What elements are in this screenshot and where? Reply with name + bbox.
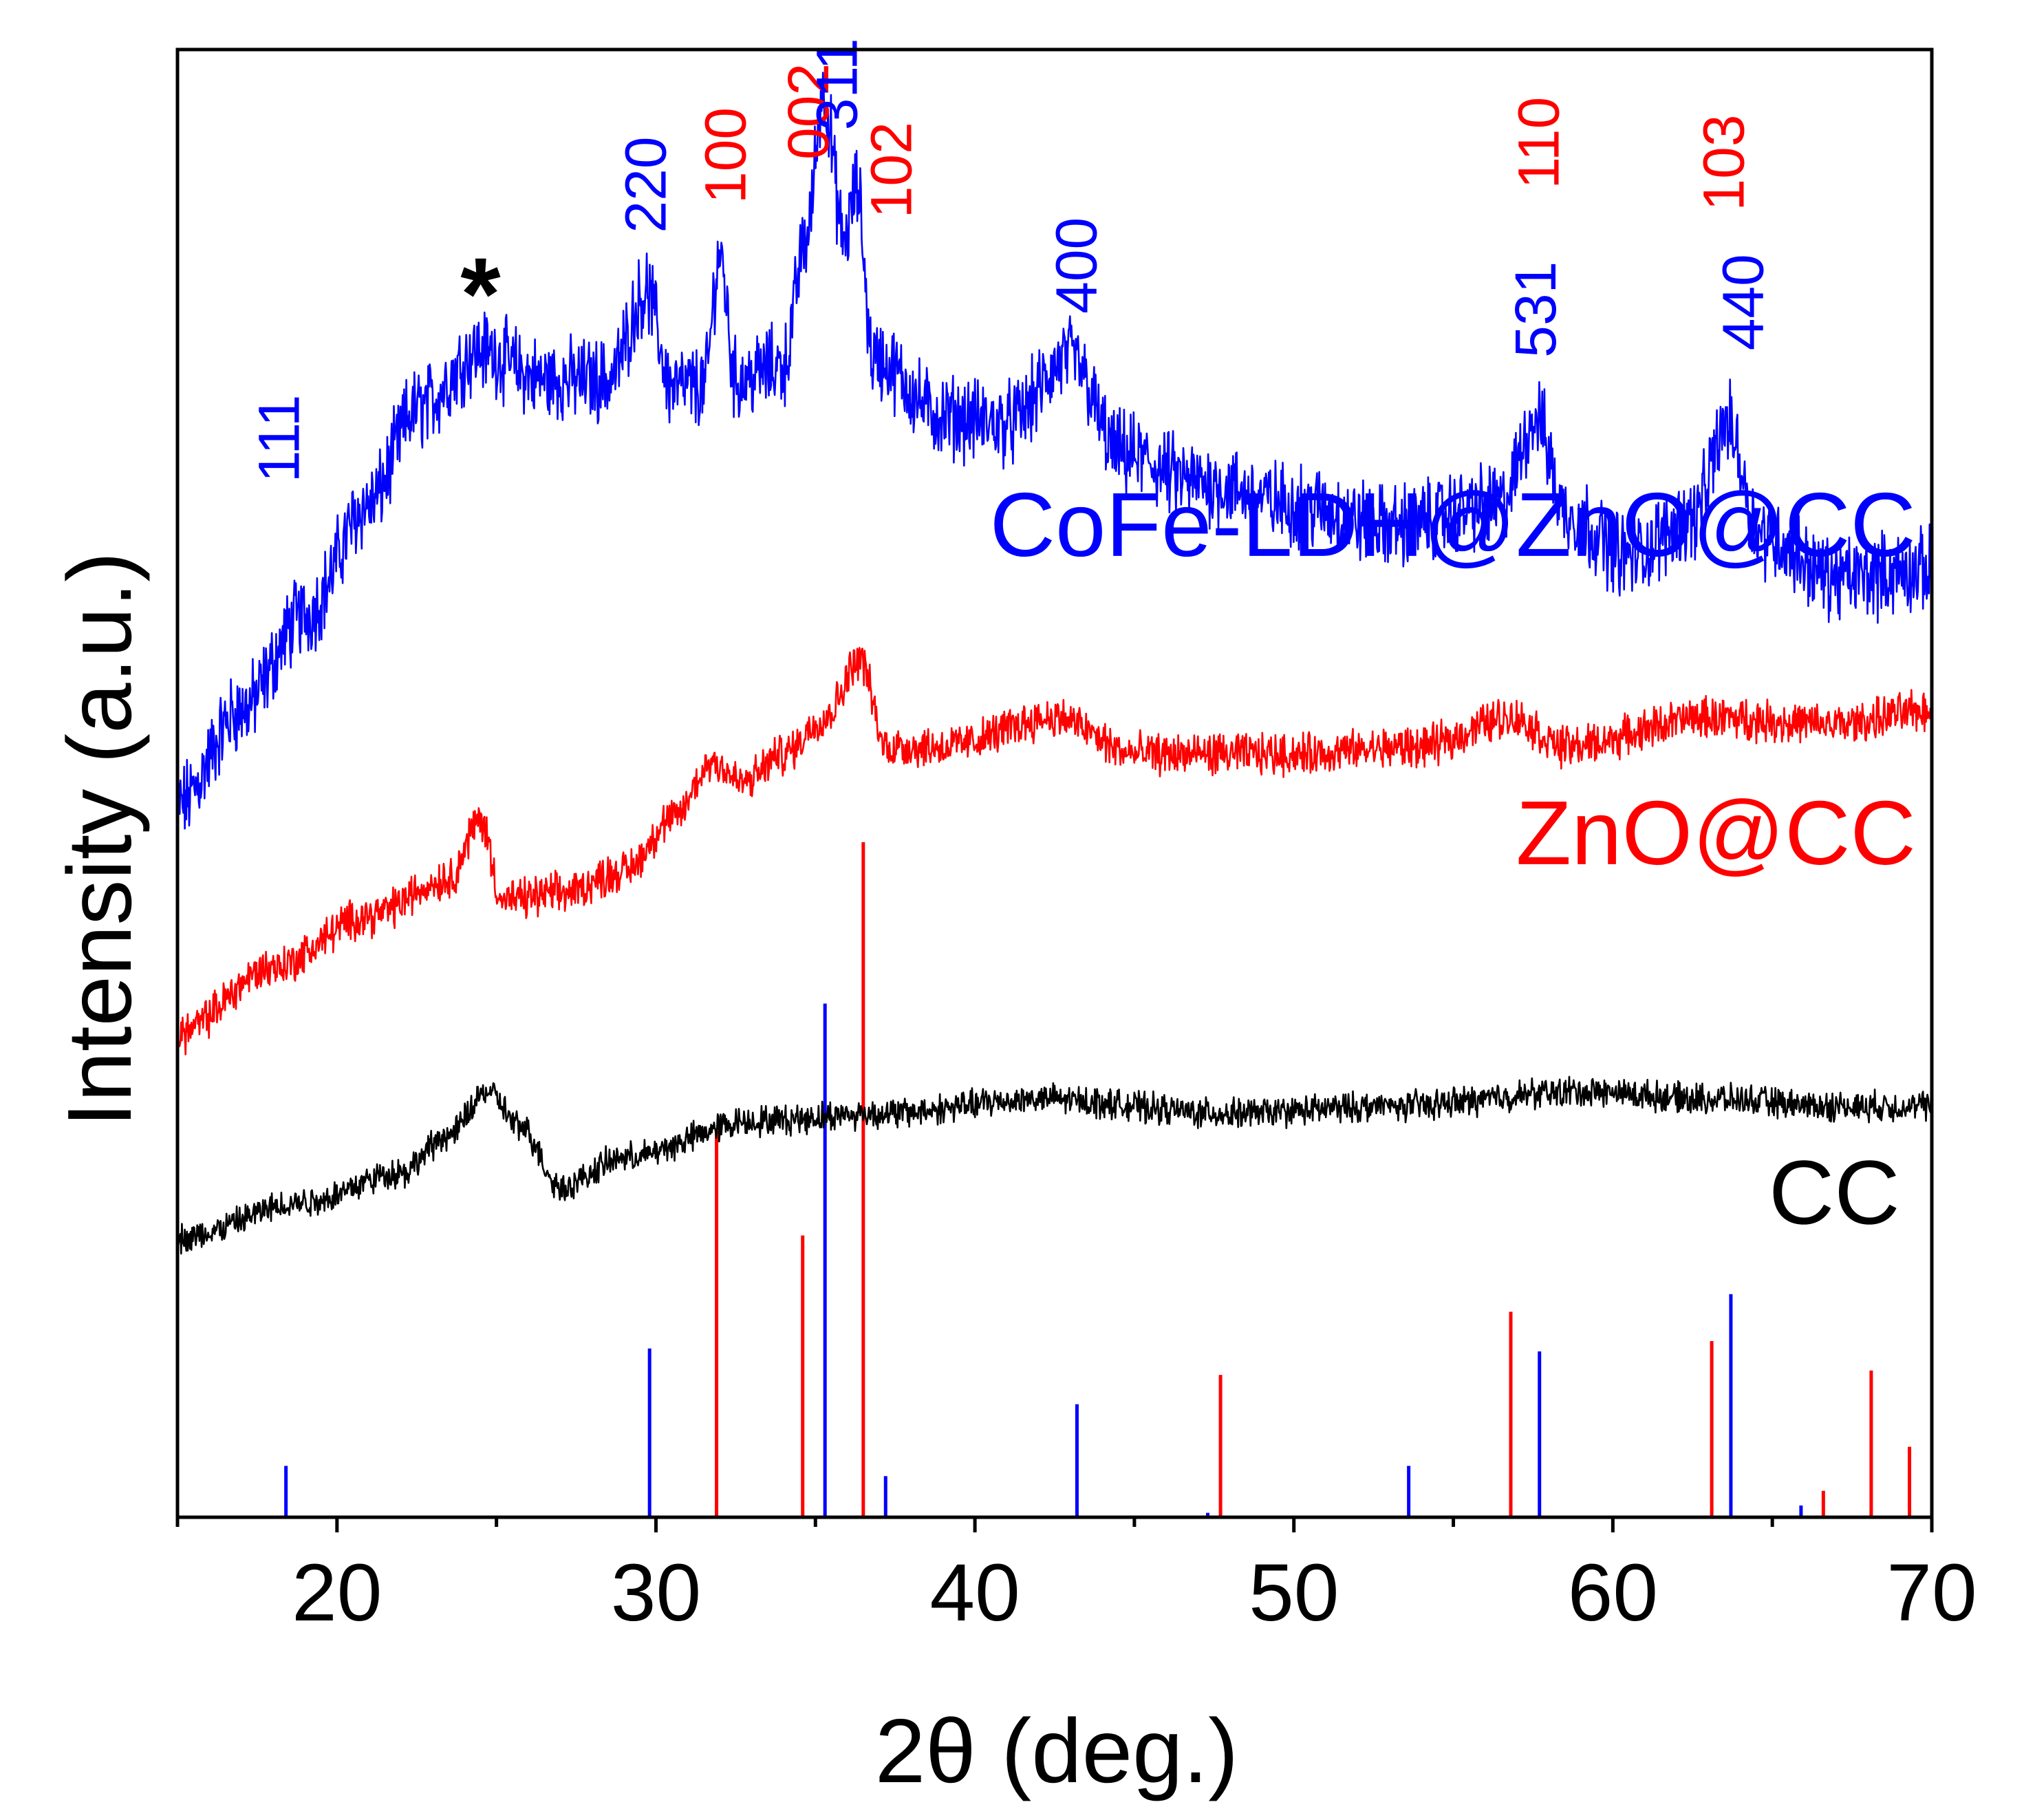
peak-label-100: 100 xyxy=(693,107,758,204)
series-label-0: CoFe-LDH@ZnO@CC xyxy=(990,474,1916,575)
peak-label-102: 102 xyxy=(859,122,924,218)
x-tick-label-60: 60 xyxy=(1568,1548,1658,1638)
asterisk-annotation: * xyxy=(460,236,501,352)
series-line-0 xyxy=(176,72,1933,830)
peak-label-002: 002 xyxy=(776,63,841,160)
x-tick-label-40: 40 xyxy=(929,1548,1020,1638)
peak-label-220: 220 xyxy=(614,136,678,233)
peak-label-440: 440 xyxy=(1711,254,1776,350)
plot-frame xyxy=(175,47,1934,1519)
reference-bars xyxy=(284,842,1912,1517)
series-line-2 xyxy=(177,1075,1933,1255)
x-tick-label-70: 70 xyxy=(1886,1548,1977,1638)
axes: 20 30 40 50 60 70 xyxy=(175,47,1977,1638)
peak-label-103: 103 xyxy=(1692,114,1756,211)
series-line-1 xyxy=(176,647,1933,1056)
series-label-2: CC xyxy=(1769,1142,1900,1243)
x-axis-title: 2θ (deg.) xyxy=(875,1700,1238,1801)
y-axis-title: Intensity (a.u.) xyxy=(49,552,150,1127)
peak-label-110: 110 xyxy=(1507,97,1571,189)
x-tick-label-30: 30 xyxy=(611,1548,701,1638)
x-tick-label-20: 20 xyxy=(292,1548,382,1638)
peak-label-531: 531 xyxy=(1503,261,1568,358)
series-label-1: ZnO@CC xyxy=(1516,782,1915,884)
x-tick-label-50: 50 xyxy=(1249,1548,1339,1638)
series-lines xyxy=(176,72,1933,1255)
peak-label-111: 111 xyxy=(246,395,311,483)
peak-label-311: 311 xyxy=(805,38,870,130)
peak-label-400: 400 xyxy=(1044,217,1109,314)
